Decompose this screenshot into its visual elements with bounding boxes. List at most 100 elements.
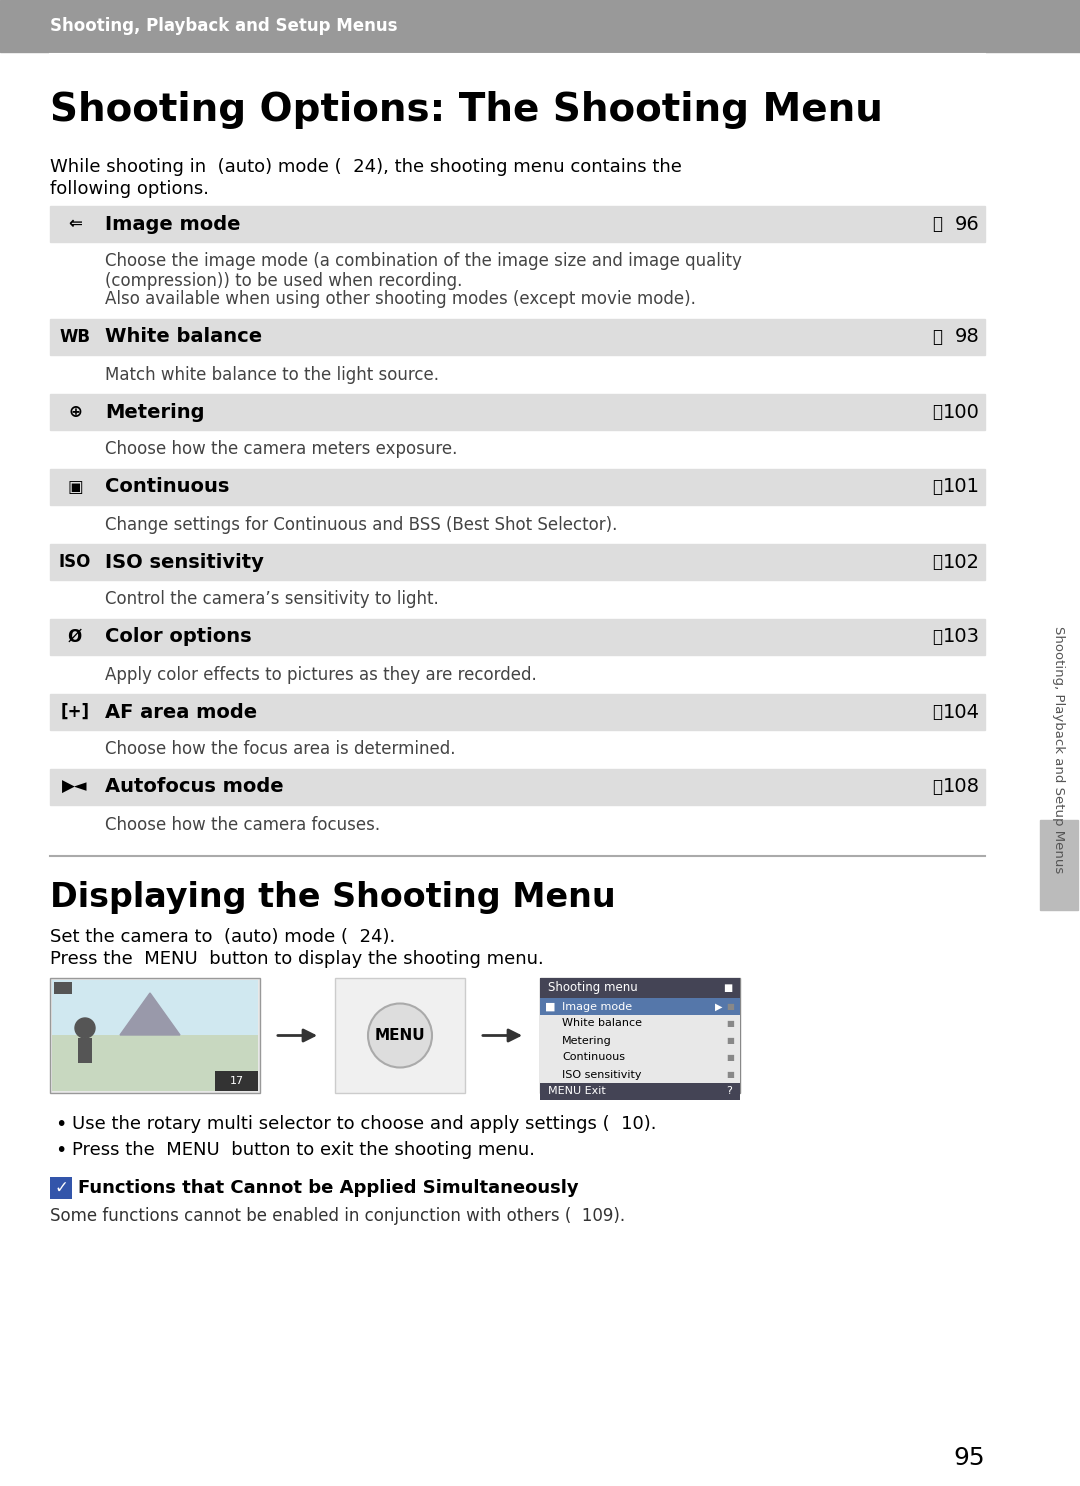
Text: Set the camera to  (auto) mode (  24).: Set the camera to (auto) mode ( 24). <box>50 927 395 947</box>
Bar <box>50 394 985 429</box>
Text: 102: 102 <box>943 553 980 572</box>
Text: 95: 95 <box>954 1446 985 1470</box>
Bar <box>540 978 740 999</box>
Text: MENU: MENU <box>375 1028 426 1043</box>
Bar <box>50 768 985 805</box>
Text: 103: 103 <box>943 627 980 646</box>
Bar <box>50 978 260 1094</box>
Bar <box>52 1036 258 1091</box>
Text: Displaying the Shooting Menu: Displaying the Shooting Menu <box>50 881 616 914</box>
Text: White balance: White balance <box>562 1018 642 1028</box>
Text: ⧉: ⧉ <box>932 629 942 646</box>
Text: ⧉: ⧉ <box>932 215 942 233</box>
Text: ISO sensitivity: ISO sensitivity <box>105 553 264 572</box>
Polygon shape <box>120 993 180 1036</box>
Text: Also available when using other shooting modes (except movie mode).: Also available when using other shooting… <box>105 290 696 309</box>
Text: •: • <box>55 1114 66 1134</box>
Text: ■: ■ <box>544 1002 555 1012</box>
Text: ⊕: ⊕ <box>68 403 82 421</box>
Text: Some functions cannot be enabled in conjunction with others (  109).: Some functions cannot be enabled in conj… <box>50 1207 625 1224</box>
Text: ▣: ▣ <box>67 478 83 496</box>
Text: ⧉: ⧉ <box>932 403 942 421</box>
Text: AF area mode: AF area mode <box>105 703 257 722</box>
Text: Choose how the camera meters exposure.: Choose how the camera meters exposure. <box>105 440 457 459</box>
Text: Metering: Metering <box>105 403 204 422</box>
Text: Ø: Ø <box>68 629 82 646</box>
Text: Change settings for Continuous and BSS (Best Shot Selector).: Change settings for Continuous and BSS (… <box>105 516 618 533</box>
Bar <box>50 207 985 242</box>
Text: •: • <box>55 1141 66 1161</box>
Text: White balance: White balance <box>105 327 262 346</box>
Circle shape <box>75 1018 95 1039</box>
Bar <box>215 1071 258 1091</box>
Bar <box>540 1065 740 1083</box>
Bar <box>540 1049 740 1065</box>
Text: MENU Exit: MENU Exit <box>548 1086 606 1097</box>
Text: Match white balance to the light source.: Match white balance to the light source. <box>105 366 438 383</box>
Text: ✓: ✓ <box>54 1178 68 1198</box>
Text: [+]: [+] <box>60 703 90 721</box>
Text: (compression)) to be used when recording.: (compression)) to be used when recording… <box>105 272 462 290</box>
Bar <box>50 544 985 580</box>
Bar <box>50 1177 72 1199</box>
Text: Shooting, Playback and Setup Menus: Shooting, Playback and Setup Menus <box>50 16 397 36</box>
Text: ?: ? <box>726 1086 732 1097</box>
Bar <box>54 982 72 994</box>
Text: While shooting in  (auto) mode (  24), the shooting menu contains the: While shooting in (auto) mode ( 24), the… <box>50 158 681 175</box>
Text: Choose how the camera focuses.: Choose how the camera focuses. <box>105 816 380 834</box>
Text: WB: WB <box>59 328 91 346</box>
Bar <box>0 0 1080 52</box>
Text: ■: ■ <box>726 1019 734 1028</box>
Text: Shooting, Playback and Setup Menus: Shooting, Playback and Setup Menus <box>1052 627 1065 874</box>
Bar <box>335 978 465 1094</box>
Bar <box>540 978 740 1094</box>
Text: ■: ■ <box>726 1036 734 1045</box>
Text: ■: ■ <box>726 1054 734 1062</box>
Text: ⧉: ⧉ <box>932 478 942 496</box>
Text: Shooting Options: The Shooting Menu: Shooting Options: The Shooting Menu <box>50 91 882 129</box>
Text: ⧉: ⧉ <box>932 553 942 571</box>
Circle shape <box>368 1003 432 1067</box>
Bar <box>50 319 985 355</box>
Bar <box>50 620 985 655</box>
Bar <box>540 999 740 1015</box>
Text: ⇐: ⇐ <box>68 215 82 233</box>
Text: Continuous: Continuous <box>562 1052 625 1062</box>
Bar <box>540 1015 740 1031</box>
Text: Choose the image mode (a combination of the image size and image quality: Choose the image mode (a combination of … <box>105 253 742 270</box>
Text: Use the rotary multi selector to choose and apply settings (  10).: Use the rotary multi selector to choose … <box>72 1114 657 1132</box>
Bar <box>1040 820 1078 909</box>
Text: Control the camera’s sensitivity to light.: Control the camera’s sensitivity to ligh… <box>105 590 438 608</box>
Text: Metering: Metering <box>562 1036 611 1046</box>
Text: Autofocus mode: Autofocus mode <box>105 777 284 796</box>
Text: ▶: ▶ <box>715 1002 723 1012</box>
Text: Apply color effects to pictures as they are recorded.: Apply color effects to pictures as they … <box>105 666 537 684</box>
Text: 100: 100 <box>943 403 980 422</box>
Text: Shooting menu: Shooting menu <box>548 981 638 994</box>
Bar <box>52 979 258 1036</box>
Text: ISO: ISO <box>58 553 91 571</box>
Text: ISO sensitivity: ISO sensitivity <box>562 1070 642 1079</box>
Text: following options.: following options. <box>50 180 210 198</box>
Text: ■: ■ <box>726 1002 734 1010</box>
Text: 101: 101 <box>943 477 980 496</box>
Text: 17: 17 <box>230 1076 244 1086</box>
Text: ⧉: ⧉ <box>932 779 942 796</box>
Text: 104: 104 <box>943 703 980 722</box>
Bar <box>50 470 985 505</box>
Text: 108: 108 <box>943 777 980 796</box>
Text: Image mode: Image mode <box>562 1002 632 1012</box>
Text: 98: 98 <box>955 327 980 346</box>
Text: ⧉: ⧉ <box>932 703 942 721</box>
Text: ⧉: ⧉ <box>932 328 942 346</box>
Text: Color options: Color options <box>105 627 252 646</box>
Text: Image mode: Image mode <box>105 214 241 233</box>
Text: Press the  MENU  button to exit the shooting menu.: Press the MENU button to exit the shooti… <box>72 1141 535 1159</box>
Bar <box>540 1031 740 1049</box>
Text: Choose how the focus area is determined.: Choose how the focus area is determined. <box>105 740 456 758</box>
Text: 96: 96 <box>955 214 980 233</box>
Bar <box>50 694 985 730</box>
Text: ■: ■ <box>726 1070 734 1079</box>
Text: Functions that Cannot be Applied Simultaneously: Functions that Cannot be Applied Simulta… <box>78 1178 579 1198</box>
Bar <box>540 1083 740 1100</box>
